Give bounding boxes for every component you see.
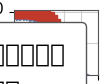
误码修正后 (13, 12, 14, 13)
Legend: 带通滤波前误码率, 误码修正后: 带通滤波前误码率, 误码修正后 (0, 23, 86, 84)
带通滤波前误码率 (60, 30, 62, 31)
带通滤波前误码率 (70, 46, 72, 47)
带通滤波前误码率 (43, 15, 45, 16)
带通滤波前误码率 (57, 26, 58, 27)
带通滤波前误码率 (74, 59, 75, 60)
误码修正后 (16, 12, 18, 13)
带通滤波前误码率 (20, 12, 21, 13)
误码修正后 (23, 12, 24, 13)
误码修正后 (57, 29, 58, 30)
带通滤波前误码率 (81, 74, 82, 75)
误码修正后 (67, 73, 68, 74)
误码修正后 (30, 12, 31, 13)
误码修正后 (33, 13, 35, 14)
误码修正后 (20, 12, 21, 13)
误码修正后 (26, 12, 28, 13)
误码修正后 (40, 14, 41, 15)
带通滤波前误码率 (40, 14, 41, 15)
误码修正后 (50, 21, 51, 22)
带通滤波前误码率 (77, 67, 78, 68)
带通滤波前误码率 (30, 12, 31, 13)
误码修正后 (54, 25, 55, 26)
误码修正后 (37, 13, 38, 14)
带通滤波前误码率 (26, 12, 28, 13)
带通滤波前误码率 (67, 40, 68, 41)
误码修正后 (64, 60, 65, 61)
Line: 带通滤波前误码率: 带通滤波前误码率 (6, 5, 89, 82)
误码修正后 (70, 74, 72, 75)
Line: 误码修正后: 误码修正后 (7, 7, 77, 81)
误码修正后 (43, 16, 45, 17)
带通滤波前误码率 (16, 12, 18, 13)
带通滤波前误码率 (54, 23, 55, 24)
带通滤波前误码率 (50, 20, 51, 21)
带通滤波前误码率 (23, 12, 24, 13)
误码修正后 (47, 18, 48, 19)
带通滤波前误码率 (33, 13, 35, 14)
带通滤波前误码率 (37, 13, 38, 14)
带通滤波前误码率 (47, 17, 48, 18)
误码修正后 (60, 42, 62, 43)
带通滤波前误码率 (13, 12, 14, 13)
带通滤波前误码率 (64, 34, 65, 35)
